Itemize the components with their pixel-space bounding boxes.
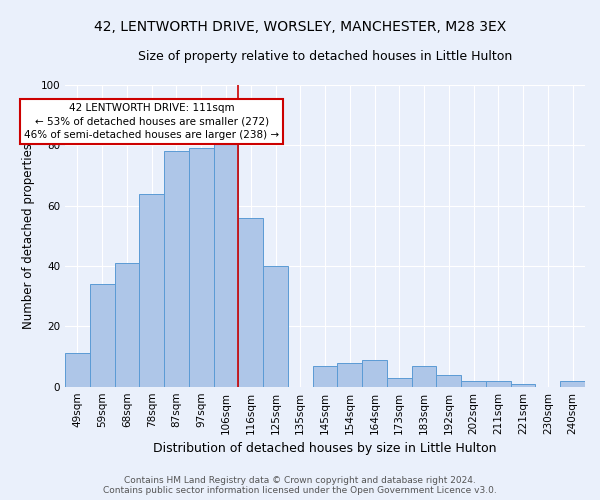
Bar bbox=[164, 152, 189, 386]
Title: Size of property relative to detached houses in Little Hulton: Size of property relative to detached ho… bbox=[138, 50, 512, 63]
Y-axis label: Number of detached properties: Number of detached properties bbox=[22, 143, 35, 329]
Bar bbox=[139, 194, 164, 386]
Bar bbox=[337, 362, 362, 386]
Text: Contains HM Land Registry data © Crown copyright and database right 2024.
Contai: Contains HM Land Registry data © Crown c… bbox=[103, 476, 497, 495]
Bar bbox=[115, 263, 139, 386]
Text: 42 LENTWORTH DRIVE: 111sqm
← 53% of detached houses are smaller (272)
46% of sem: 42 LENTWORTH DRIVE: 111sqm ← 53% of deta… bbox=[24, 103, 279, 140]
Bar bbox=[189, 148, 214, 386]
Text: 42, LENTWORTH DRIVE, WORSLEY, MANCHESTER, M28 3EX: 42, LENTWORTH DRIVE, WORSLEY, MANCHESTER… bbox=[94, 20, 506, 34]
Bar bbox=[263, 266, 288, 386]
Bar bbox=[461, 380, 486, 386]
X-axis label: Distribution of detached houses by size in Little Hulton: Distribution of detached houses by size … bbox=[153, 442, 497, 455]
Bar bbox=[387, 378, 412, 386]
Bar bbox=[560, 380, 585, 386]
Bar bbox=[412, 366, 436, 386]
Bar bbox=[362, 360, 387, 386]
Bar bbox=[90, 284, 115, 386]
Bar bbox=[214, 134, 238, 386]
Bar bbox=[511, 384, 535, 386]
Bar bbox=[486, 380, 511, 386]
Bar bbox=[238, 218, 263, 386]
Bar bbox=[313, 366, 337, 386]
Bar bbox=[65, 354, 90, 386]
Bar bbox=[436, 374, 461, 386]
